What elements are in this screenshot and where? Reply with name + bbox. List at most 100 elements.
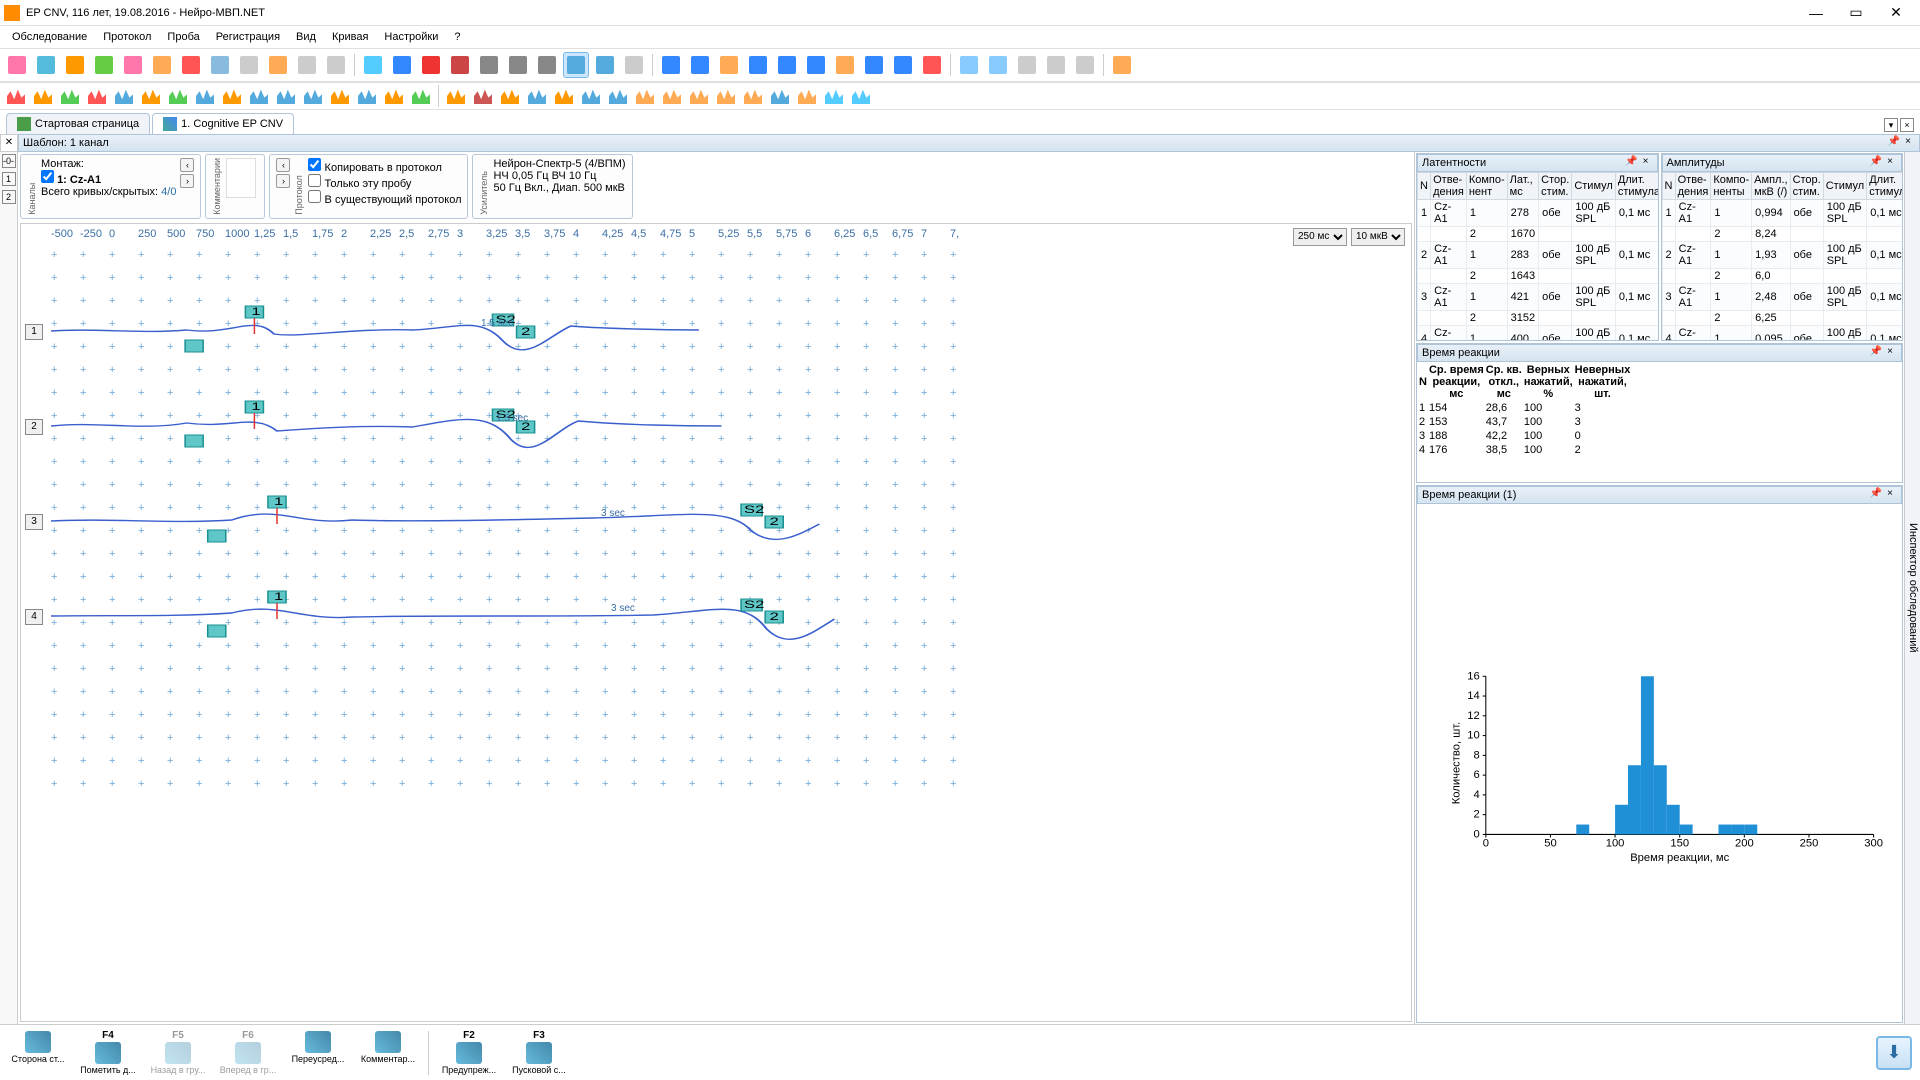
toolbar-button[interactable] (360, 52, 386, 78)
toolbar-button[interactable] (476, 52, 502, 78)
footer-button[interactable]: F2Предупреж... (439, 1030, 499, 1075)
menu-item[interactable]: Протокол (97, 29, 157, 45)
toolbar-button[interactable] (687, 52, 713, 78)
toolbar-button[interactable] (795, 85, 819, 107)
table-row[interactable]: 417638,51002 (1419, 444, 1630, 456)
menu-item[interactable]: Проба (161, 29, 205, 45)
toolbar-button[interactable] (382, 85, 406, 107)
toolbar-button[interactable] (149, 52, 175, 78)
toolbar-button[interactable] (355, 85, 379, 107)
toolbar-button[interactable] (471, 85, 495, 107)
toolbar-button[interactable] (714, 85, 738, 107)
menu-item[interactable]: Регистрация (210, 29, 286, 45)
toolbar-button[interactable] (323, 52, 349, 78)
comment-area[interactable] (226, 158, 256, 198)
pin-icon[interactable]: 📌 (1869, 346, 1883, 360)
prev-arrow-icon[interactable]: ‹ (276, 158, 290, 172)
table-row[interactable]: 21643 (1418, 269, 1658, 284)
toolbar-button[interactable] (389, 52, 415, 78)
table-row[interactable]: 4Cz-A110,095обе100 дБ SPL0,1 мс (1662, 326, 1902, 341)
prev-arrow-icon[interactable]: ‹ (180, 158, 194, 172)
close-icon[interactable]: × (1883, 156, 1897, 170)
toolbar-button[interactable] (803, 52, 829, 78)
table-row[interactable]: 318842,21000 (1419, 430, 1630, 442)
table-row[interactable]: 2Cz-A11283обе100 дБ SPL0,1 мс (1418, 242, 1658, 269)
pin-icon[interactable]: 📌 (1887, 136, 1901, 150)
toolbar-button[interactable] (1109, 52, 1135, 78)
table-row[interactable]: 215343,71003 (1419, 416, 1630, 428)
maximize-button[interactable]: ▭ (1836, 1, 1876, 25)
montage-checkbox[interactable] (41, 170, 54, 183)
pin-icon[interactable]: 📌 (1625, 156, 1639, 170)
minimize-button[interactable]: — (1796, 1, 1836, 25)
panel-close-icon[interactable]: × (1901, 136, 1915, 150)
toolbar-button[interactable] (4, 85, 28, 107)
toolbar-button[interactable] (1072, 52, 1098, 78)
toolbar-button[interactable] (525, 85, 549, 107)
toolbar-button[interactable] (890, 52, 916, 78)
toolbar-button[interactable] (120, 52, 146, 78)
table-row[interactable]: 4Cz-A11400обе100 дБ SPL0,1 мс (1418, 326, 1658, 341)
toolbar-button[interactable] (1043, 52, 1069, 78)
close-button[interactable]: ✕ (1876, 1, 1916, 25)
toolbar-button[interactable] (621, 52, 647, 78)
table-row[interactable]: 21670 (1418, 227, 1658, 242)
menu-item[interactable]: Вид (290, 29, 322, 45)
toolbar-button[interactable] (112, 85, 136, 107)
table-row[interactable]: 115428,61003 (1419, 402, 1630, 414)
toolbar-button[interactable] (294, 52, 320, 78)
waveform-view[interactable]: 250 мс 10 мкВ -500-250025050075010001,25… (20, 223, 1412, 1022)
table-row[interactable]: 3Cz-A112,48обе100 дБ SPL0,1 мс (1662, 284, 1902, 311)
toolbar-button[interactable] (274, 85, 298, 107)
waveform-row[interactable]: 11S221.5 sec (51, 286, 1407, 376)
toolbar-button[interactable] (418, 52, 444, 78)
time-scale-select[interactable]: 250 мс (1293, 228, 1347, 246)
toolbar-button[interactable] (58, 85, 82, 107)
copy-checkbox[interactable] (308, 158, 321, 171)
channel-number[interactable]: 1 (2, 172, 16, 186)
toolbar-button[interactable] (62, 52, 88, 78)
toolbar-button[interactable] (592, 52, 618, 78)
toolbar-button[interactable] (563, 52, 589, 78)
toolbar-button[interactable] (139, 85, 163, 107)
toolbar-button[interactable] (985, 52, 1011, 78)
table-row[interactable]: 1Cz-A11278обе100 дБ SPL0,1 мс (1418, 200, 1658, 227)
tabs-close-icon[interactable]: × (1900, 118, 1914, 132)
toolbar-button[interactable] (579, 85, 603, 107)
toolbar-button[interactable] (741, 85, 765, 107)
toolbar-button[interactable] (534, 52, 560, 78)
toolbar-button[interactable] (1014, 52, 1040, 78)
close-icon[interactable]: × (1883, 346, 1897, 360)
footer-button[interactable]: Комментар... (358, 1030, 418, 1075)
toolbar-button[interactable] (716, 52, 742, 78)
toolbar-button[interactable] (265, 52, 291, 78)
toolbar-button[interactable] (687, 85, 711, 107)
toolbar-button[interactable] (606, 85, 630, 107)
toolbar-button[interactable] (31, 85, 55, 107)
inspector-sidebar[interactable]: Инспектор обследований (1904, 152, 1920, 1024)
menu-item[interactable]: Кривая (326, 29, 374, 45)
pin-icon[interactable]: 📌 (1869, 488, 1883, 502)
table-row[interactable]: 23152 (1418, 311, 1658, 326)
toolbar-button[interactable] (505, 52, 531, 78)
template-close-icon[interactable]: ✕ (0, 134, 18, 152)
toolbar-button[interactable] (85, 85, 109, 107)
waveform-row[interactable]: 31S223 sec (51, 476, 1407, 566)
table-row[interactable]: 3Cz-A11421обе100 дБ SPL0,1 мс (1418, 284, 1658, 311)
tab-current[interactable]: 1. Cognitive EP CNV (152, 113, 294, 134)
toolbar-button[interactable] (849, 85, 873, 107)
next-arrow-icon[interactable]: › (180, 174, 194, 188)
waveform-row[interactable]: 21S221.5 sec (51, 381, 1407, 471)
scroll-down-button[interactable]: ⬇ (1876, 1036, 1912, 1070)
tabs-dropdown-icon[interactable]: ▾ (1884, 118, 1898, 132)
toolbar-button[interactable] (178, 52, 204, 78)
close-icon[interactable]: × (1883, 488, 1897, 502)
close-icon[interactable]: × (1639, 156, 1653, 170)
toolbar-button[interactable] (660, 85, 684, 107)
toolbar-button[interactable] (220, 85, 244, 107)
toolbar-button[interactable] (633, 85, 657, 107)
table-row[interactable]: 2Cz-A111,93обе100 дБ SPL0,1 мс (1662, 242, 1902, 269)
toolbar-button[interactable] (193, 85, 217, 107)
toolbar-button[interactable] (552, 85, 576, 107)
toolbar-button[interactable] (498, 85, 522, 107)
